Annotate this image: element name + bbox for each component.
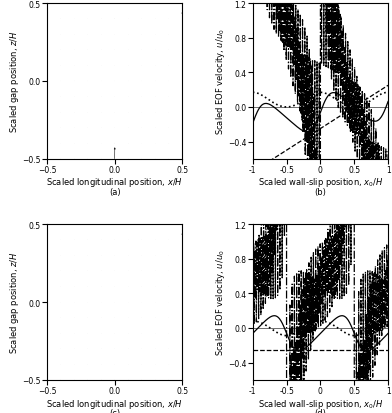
- Text: (a): (a): [109, 188, 120, 196]
- Text: (d): (d): [314, 408, 327, 413]
- X-axis label: Scaled wall-slip position, $x_0/H$: Scaled wall-slip position, $x_0/H$: [258, 176, 383, 189]
- Text: (b): (b): [314, 188, 327, 196]
- X-axis label: Scaled wall-slip position, $x_0/H$: Scaled wall-slip position, $x_0/H$: [258, 396, 383, 410]
- Y-axis label: Scaled EOF velocity, $u/u_0$: Scaled EOF velocity, $u/u_0$: [214, 28, 227, 135]
- Y-axis label: Scaled gap position, $z/H$: Scaled gap position, $z/H$: [8, 31, 21, 133]
- Y-axis label: Scaled EOF velocity, $u/u_0$: Scaled EOF velocity, $u/u_0$: [214, 249, 227, 356]
- X-axis label: Scaled longitudinal position, $x/H$: Scaled longitudinal position, $x/H$: [46, 396, 183, 410]
- X-axis label: Scaled longitudinal position, $x/H$: Scaled longitudinal position, $x/H$: [46, 176, 183, 189]
- Y-axis label: Scaled gap position, $z/H$: Scaled gap position, $z/H$: [8, 251, 21, 354]
- Text: (c): (c): [109, 408, 120, 413]
